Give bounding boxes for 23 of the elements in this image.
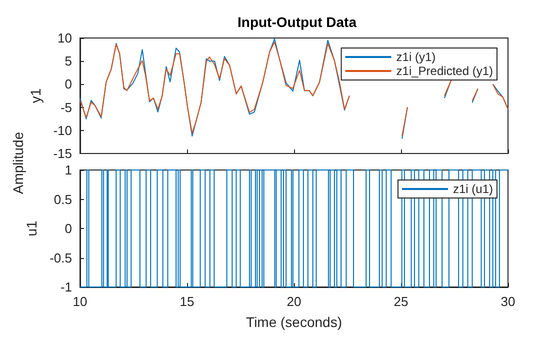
x-tick-label: 25 <box>394 294 408 309</box>
y-axis-title: u1 <box>24 220 40 236</box>
text: Amplitude <box>9 130 27 196</box>
y-tick-label: 0 <box>64 221 72 236</box>
y-tick-label: 1 <box>64 162 72 178</box>
y-tick-label: 0 <box>64 76 72 92</box>
y-tick-label: -10 <box>53 122 72 138</box>
y-tick-label: 5 <box>64 54 72 69</box>
y-tick-label: -15 <box>53 146 72 161</box>
x-tick-label: 15 <box>180 294 194 309</box>
y-tick-label: -1 <box>60 280 72 294</box>
y-tick-label: -0.5 <box>50 250 72 266</box>
legend-label: z1i (y1) <box>396 50 436 64</box>
x-tick-label: 20 <box>286 294 302 309</box>
chart-title: Input-Output Data <box>238 14 357 30</box>
legend-label: z1i_Predicted (y1) <box>396 64 494 78</box>
y-axis-title: y1 <box>27 88 44 104</box>
y-tick-label: 0.5 <box>54 192 72 207</box>
x-tick-label: 30 <box>500 294 516 309</box>
x-axis-title: Time (seconds) <box>246 314 342 330</box>
legend-label: z1i (u1) <box>452 182 494 196</box>
y-tick-label: 10 <box>58 30 72 46</box>
y-tick-label: -5 <box>60 100 72 115</box>
